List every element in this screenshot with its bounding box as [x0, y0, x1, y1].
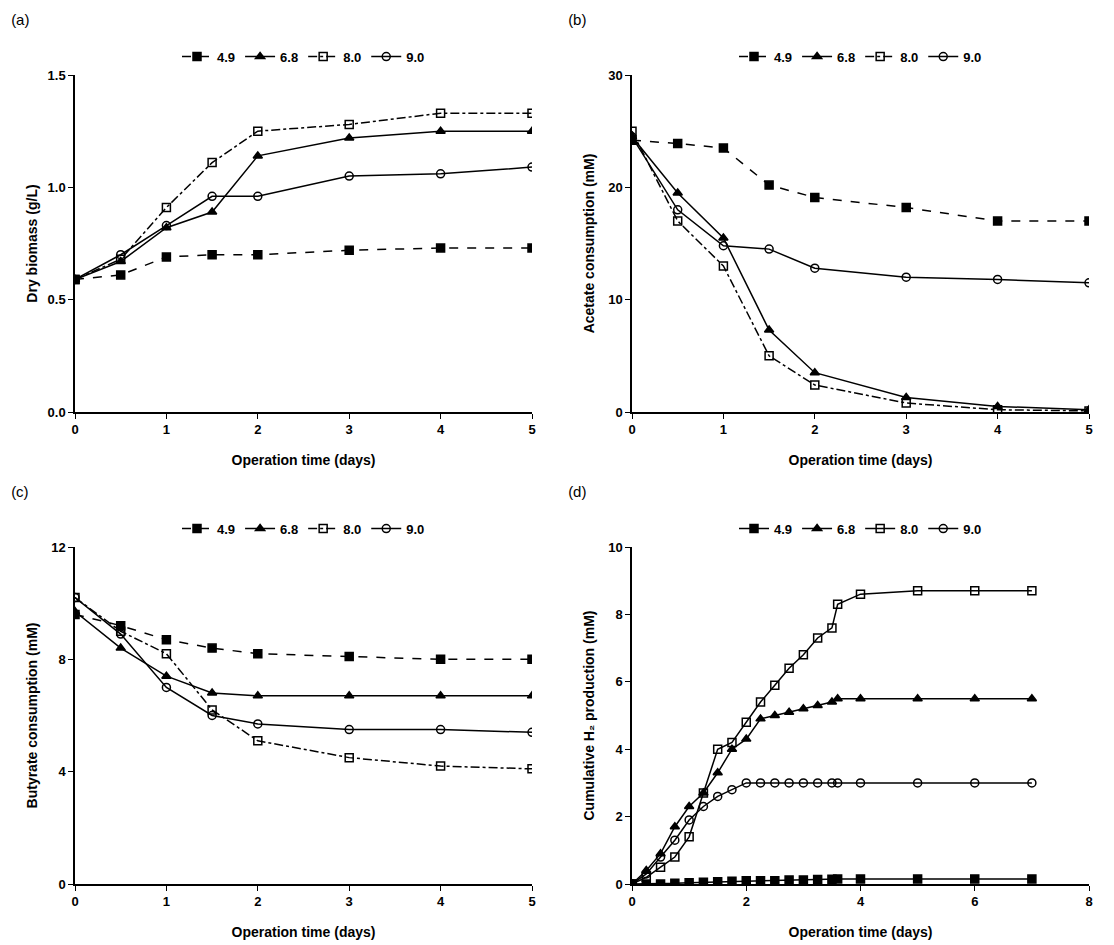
svg-text:0: 0: [615, 405, 622, 420]
svg-text:2: 2: [254, 422, 261, 437]
svg-text:4.9: 4.9: [774, 50, 792, 65]
svg-text:0: 0: [71, 894, 78, 909]
svg-text:10: 10: [608, 540, 622, 555]
svg-text:8.0: 8.0: [343, 50, 361, 65]
svg-text:0.5: 0.5: [48, 292, 66, 307]
svg-text:4: 4: [857, 894, 865, 909]
svg-text:8.0: 8.0: [900, 50, 918, 65]
svg-text:4.9: 4.9: [217, 522, 235, 537]
svg-text:2: 2: [254, 894, 261, 909]
svg-text:0: 0: [628, 894, 635, 909]
svg-text:8.0: 8.0: [343, 522, 361, 537]
svg-text:8: 8: [58, 652, 65, 667]
svg-text:6: 6: [615, 674, 622, 689]
svg-text:9.0: 9.0: [963, 50, 981, 65]
svg-text:0: 0: [71, 422, 78, 437]
svg-text:Butyrate consumption (mM): Butyrate consumption (mM): [24, 623, 40, 809]
svg-text:4: 4: [58, 764, 66, 779]
svg-text:(c): (c): [11, 483, 29, 500]
svg-text:Acetate consumption (mM): Acetate consumption (mM): [581, 154, 597, 334]
svg-text:0: 0: [58, 877, 65, 892]
svg-text:3: 3: [346, 422, 353, 437]
svg-text:5: 5: [528, 422, 535, 437]
svg-text:Dry biomass (g/L): Dry biomass (g/L): [24, 184, 40, 302]
svg-text:10: 10: [608, 292, 622, 307]
svg-text:Operation time (days): Operation time (days): [232, 924, 376, 940]
svg-text:(b): (b): [568, 11, 586, 28]
svg-text:1.0: 1.0: [48, 180, 66, 195]
svg-text:5: 5: [1085, 422, 1092, 437]
svg-text:Cumulative H₂ production (mM): Cumulative H₂ production (mM): [581, 611, 597, 821]
svg-text:(d): (d): [568, 483, 586, 500]
svg-text:1: 1: [163, 894, 170, 909]
svg-text:(a): (a): [11, 11, 29, 28]
svg-text:4: 4: [994, 422, 1002, 437]
svg-text:Operation time (days): Operation time (days): [789, 924, 933, 940]
svg-text:2: 2: [743, 894, 750, 909]
svg-text:1.5: 1.5: [48, 68, 66, 83]
svg-text:6.8: 6.8: [280, 522, 298, 537]
svg-text:5: 5: [528, 894, 535, 909]
svg-text:9.0: 9.0: [406, 522, 424, 537]
svg-text:1: 1: [720, 422, 727, 437]
svg-text:4: 4: [615, 742, 623, 757]
svg-text:4.9: 4.9: [774, 522, 792, 537]
svg-text:20: 20: [608, 180, 622, 195]
svg-text:8: 8: [1085, 894, 1092, 909]
svg-text:6: 6: [971, 894, 978, 909]
svg-text:4: 4: [437, 422, 445, 437]
svg-text:0: 0: [615, 877, 622, 892]
svg-text:Operation time (days): Operation time (days): [789, 452, 933, 468]
svg-text:1: 1: [163, 422, 170, 437]
svg-text:2: 2: [811, 422, 818, 437]
svg-text:4.9: 4.9: [217, 50, 235, 65]
svg-text:12: 12: [51, 540, 65, 555]
svg-text:9.0: 9.0: [963, 522, 981, 537]
svg-text:6.8: 6.8: [837, 522, 855, 537]
svg-text:4: 4: [437, 894, 445, 909]
svg-text:6.8: 6.8: [280, 50, 298, 65]
svg-text:9.0: 9.0: [406, 50, 424, 65]
svg-text:3: 3: [346, 894, 353, 909]
svg-text:8: 8: [615, 607, 622, 622]
svg-text:3: 3: [903, 422, 910, 437]
svg-text:2: 2: [615, 809, 622, 824]
svg-text:6.8: 6.8: [837, 50, 855, 65]
svg-text:30: 30: [608, 68, 622, 83]
svg-text:Operation time (days): Operation time (days): [232, 452, 376, 468]
svg-text:8.0: 8.0: [900, 522, 918, 537]
svg-text:0: 0: [628, 422, 635, 437]
svg-text:0.0: 0.0: [48, 405, 66, 420]
